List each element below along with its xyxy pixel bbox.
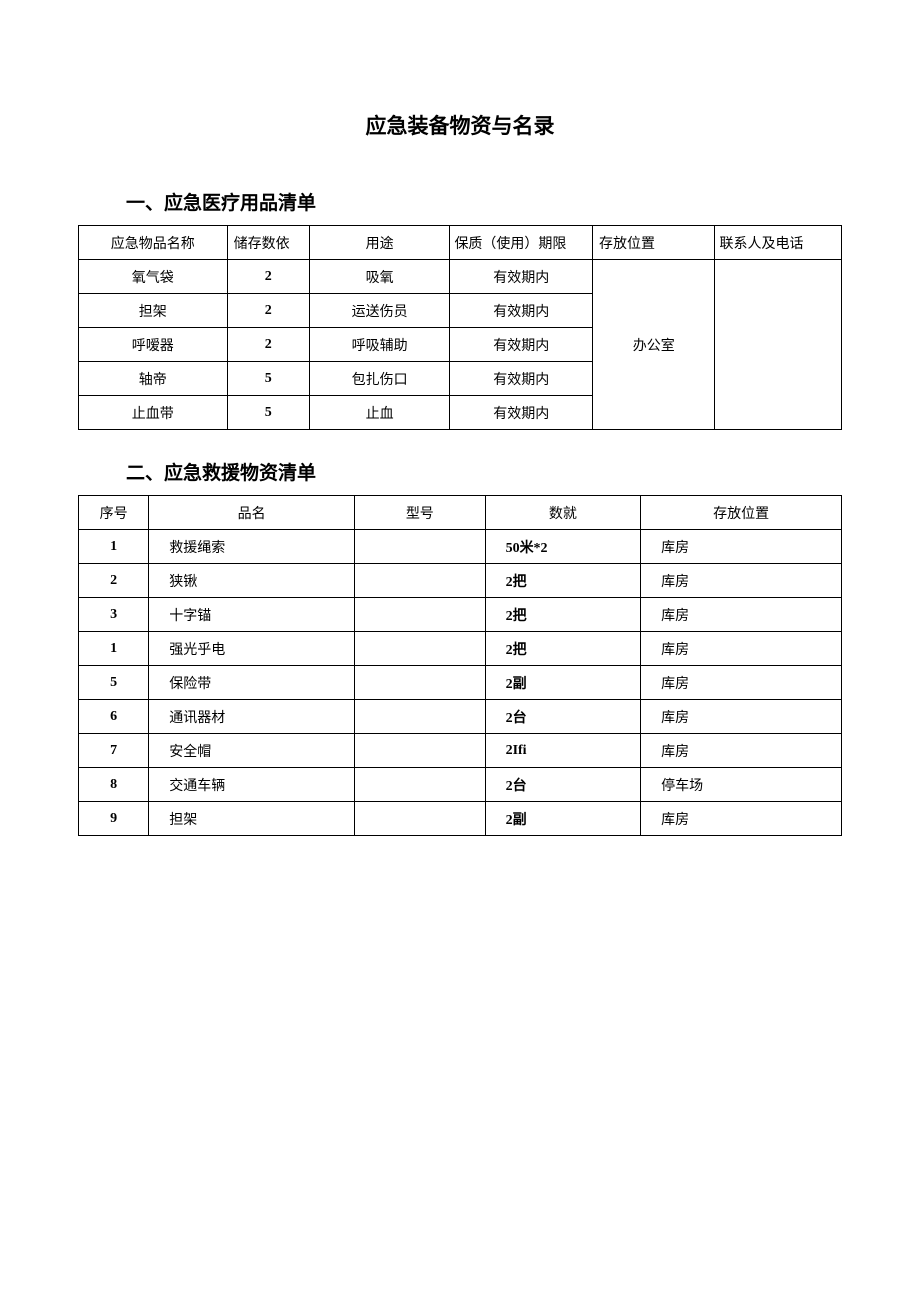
- cell-period: 有效期内: [450, 294, 593, 328]
- cell-qty: 2把: [485, 598, 641, 632]
- cell-model: [355, 734, 486, 768]
- table-row: 8交通车辆 2台停车场: [79, 768, 842, 802]
- cell-model: [355, 564, 486, 598]
- cell-contact-merged: [715, 260, 842, 430]
- cell-location: 库房: [641, 666, 842, 700]
- cell-period: 有效期内: [450, 396, 593, 430]
- cell-model: [355, 530, 486, 564]
- cell-qty: 2副: [485, 666, 641, 700]
- table-row: 9担架 2副库房: [79, 802, 842, 836]
- cell-qty: 5: [227, 362, 309, 396]
- cell-seq: 8: [79, 768, 149, 802]
- header-location: 存放位置: [641, 496, 842, 530]
- cell-seq: 1: [79, 530, 149, 564]
- header-period: 保质（使用）期限: [450, 226, 593, 260]
- cell-period: 有效期内: [450, 362, 593, 396]
- table-row: 5保险带 2副库房: [79, 666, 842, 700]
- cell-period: 有效期内: [450, 328, 593, 362]
- cell-seq: 1: [79, 632, 149, 666]
- cell-use: 吸氧: [309, 260, 450, 294]
- cell-name: 担架: [149, 802, 355, 836]
- header-location: 存放位置: [592, 226, 714, 260]
- document-title: 应急装备物资与名录: [78, 110, 842, 140]
- cell-name: 保险带: [149, 666, 355, 700]
- table-row: 7安全帽 2Ifi库房: [79, 734, 842, 768]
- cell-seq: 2: [79, 564, 149, 598]
- cell-name: 呼嗳器: [79, 328, 228, 362]
- cell-name: 止血带: [79, 396, 228, 430]
- cell-name: 氧气袋: [79, 260, 228, 294]
- cell-qty: 2把: [485, 564, 641, 598]
- cell-name: 安全帽: [149, 734, 355, 768]
- cell-location: 库房: [641, 530, 842, 564]
- cell-seq: 3: [79, 598, 149, 632]
- header-model: 型号: [355, 496, 486, 530]
- cell-model: [355, 666, 486, 700]
- header-item-name: 应急物品名称: [79, 226, 228, 260]
- cell-name: 狭锹: [149, 564, 355, 598]
- header-contact: 联系人及电话: [715, 226, 842, 260]
- table-row: 氧气袋 2 吸氧 有效期内 办公室: [79, 260, 842, 294]
- cell-location: 库房: [641, 564, 842, 598]
- cell-qty: 2Ifi: [485, 734, 641, 768]
- section1-heading: 一、应急医疗用品清单: [126, 188, 842, 215]
- cell-model: [355, 700, 486, 734]
- header-seq: 序号: [79, 496, 149, 530]
- table-row: 3十字锚 2把库房: [79, 598, 842, 632]
- cell-seq: 5: [79, 666, 149, 700]
- table-header-row: 应急物品名称 储存数依 用途 保质（使用）期限 存放位置 联系人及电话: [79, 226, 842, 260]
- cell-qty: 2台: [485, 768, 641, 802]
- header-qty: 数就: [485, 496, 641, 530]
- cell-location: 库房: [641, 598, 842, 632]
- cell-name: 强光乎电: [149, 632, 355, 666]
- cell-model: [355, 802, 486, 836]
- rescue-supplies-table: 序号 品名 型号 数就 存放位置 1救援绳索50米*2库房2狭锹2把库房3十字锚…: [78, 495, 842, 836]
- cell-location: 库房: [641, 734, 842, 768]
- section2-heading: 二、应急救援物资清单: [126, 458, 842, 485]
- cell-use: 止血: [309, 396, 450, 430]
- cell-qty: 2: [227, 260, 309, 294]
- cell-period: 有效期内: [450, 260, 593, 294]
- cell-use: 运送伤员: [309, 294, 450, 328]
- cell-qty: 2台: [485, 700, 641, 734]
- cell-qty: 2把: [485, 632, 641, 666]
- cell-location: 库房: [641, 802, 842, 836]
- header-use: 用途: [309, 226, 450, 260]
- cell-location: 停车场: [641, 768, 842, 802]
- cell-name: 十字锚: [149, 598, 355, 632]
- cell-seq: 9: [79, 802, 149, 836]
- cell-seq: 6: [79, 700, 149, 734]
- table-row: 1救援绳索 50米*2库房: [79, 530, 842, 564]
- cell-name: 轴帝: [79, 362, 228, 396]
- table-header-row: 序号 品名 型号 数就 存放位置: [79, 496, 842, 530]
- cell-qty: 2: [227, 294, 309, 328]
- cell-name: 通讯器材: [149, 700, 355, 734]
- cell-use: 呼吸辅助: [309, 328, 450, 362]
- table-row: 6通讯器材 2台库房: [79, 700, 842, 734]
- cell-qty: 5: [227, 396, 309, 430]
- header-name: 品名: [149, 496, 355, 530]
- cell-location: 库房: [641, 632, 842, 666]
- cell-name: 救援绳索: [149, 530, 355, 564]
- cell-location-merged: 办公室: [592, 260, 714, 430]
- cell-qty: 2: [227, 328, 309, 362]
- cell-model: [355, 632, 486, 666]
- cell-location: 库房: [641, 700, 842, 734]
- cell-name: 交通车辆: [149, 768, 355, 802]
- cell-model: [355, 768, 486, 802]
- table-row: 1强光乎电 2把库房: [79, 632, 842, 666]
- cell-name: 担架: [79, 294, 228, 328]
- header-stock-qty: 储存数依: [227, 226, 309, 260]
- table-row: 2狭锹 2把库房: [79, 564, 842, 598]
- cell-qty: 50米*2: [485, 530, 641, 564]
- cell-qty: 2副: [485, 802, 641, 836]
- cell-model: [355, 598, 486, 632]
- cell-seq: 7: [79, 734, 149, 768]
- medical-supplies-table: 应急物品名称 储存数依 用途 保质（使用）期限 存放位置 联系人及电话 氧气袋 …: [78, 225, 842, 430]
- cell-use: 包扎伤口: [309, 362, 450, 396]
